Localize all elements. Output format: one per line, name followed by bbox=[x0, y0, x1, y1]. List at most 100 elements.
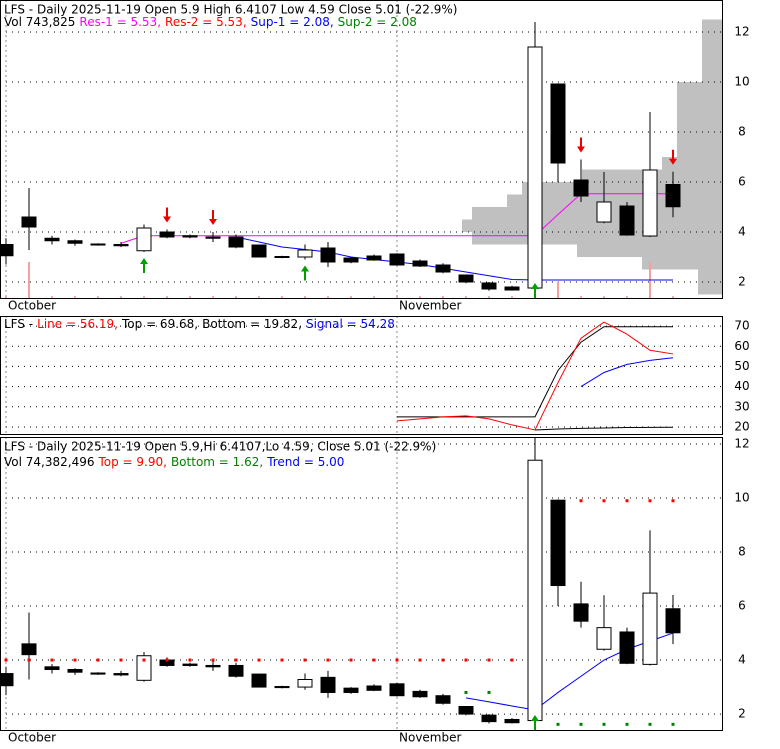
dot bbox=[349, 658, 353, 662]
candle-body bbox=[0, 673, 14, 687]
legend-entry: Trend = 5.00 bbox=[266, 455, 344, 469]
sell-arrow bbox=[209, 210, 217, 225]
candle-body bbox=[573, 603, 589, 622]
volume-bar bbox=[97, 296, 99, 298]
dot bbox=[119, 658, 123, 662]
y-tick-label: 6 bbox=[738, 599, 746, 613]
volume-bar bbox=[28, 262, 30, 298]
volume-profile-bar bbox=[642, 257, 722, 270]
dot bbox=[188, 658, 192, 662]
candle-body bbox=[504, 718, 520, 724]
panel bbox=[0, 0, 722, 298]
candle-body bbox=[412, 690, 428, 698]
candle-body bbox=[665, 608, 681, 634]
y-tick-label: 6 bbox=[738, 175, 746, 189]
dot bbox=[142, 658, 146, 662]
candle-body bbox=[44, 666, 60, 671]
y-tick-label: 4 bbox=[738, 653, 746, 667]
volume-bar bbox=[442, 296, 444, 298]
candle-body bbox=[90, 243, 106, 246]
volume-profile-bar bbox=[698, 282, 722, 295]
legend-entry: Res-1 = 5.53, bbox=[79, 15, 161, 29]
volume-profile-bar bbox=[677, 82, 722, 95]
volume-bar bbox=[74, 296, 76, 298]
candle-body bbox=[550, 499, 566, 587]
line bbox=[465, 632, 674, 711]
volume-profile-bar bbox=[677, 132, 722, 145]
volume-bar bbox=[281, 296, 283, 298]
dot bbox=[234, 658, 238, 662]
x-tick-label: October bbox=[8, 731, 56, 745]
y-tick-label: 8 bbox=[738, 125, 746, 139]
legend-entry: Vol 74,382,496 bbox=[4, 455, 94, 469]
y-tick-label: 30 bbox=[734, 399, 749, 413]
y-tick-label: 12 bbox=[734, 25, 749, 39]
volume-bar bbox=[120, 296, 122, 298]
candle-body bbox=[527, 46, 543, 289]
dot bbox=[464, 690, 468, 694]
volume-bar bbox=[580, 296, 582, 298]
candle-body bbox=[389, 253, 405, 266]
dot bbox=[625, 722, 629, 726]
subtitle: LFS - Line = 56.19, Top = 69.68, Bottom = 1… bbox=[4, 317, 395, 331]
candle-body bbox=[113, 673, 129, 676]
volume-profile-bar bbox=[662, 157, 722, 170]
candle-body bbox=[435, 695, 451, 704]
volume-bar bbox=[488, 296, 490, 298]
candle-body bbox=[596, 627, 612, 650]
volume-profile-bar bbox=[677, 119, 722, 132]
volume-profile-bar bbox=[702, 32, 722, 45]
volume-profile-bar bbox=[702, 69, 722, 82]
dot bbox=[280, 658, 284, 662]
candle-body bbox=[0, 244, 14, 257]
dot bbox=[671, 499, 675, 503]
dot bbox=[648, 722, 652, 726]
candle-body bbox=[642, 169, 658, 237]
candle-body bbox=[182, 235, 198, 238]
candle-body bbox=[320, 247, 336, 263]
candle-body bbox=[251, 673, 267, 688]
y-tick-label: 10 bbox=[734, 75, 749, 89]
candle-body bbox=[642, 592, 658, 665]
candle-body bbox=[21, 643, 37, 656]
candle-body bbox=[182, 663, 198, 666]
dot bbox=[165, 658, 169, 662]
dot bbox=[96, 658, 100, 662]
legend-entry: Top = 9.90, bbox=[97, 455, 166, 469]
volume-bar bbox=[235, 296, 237, 298]
volume-bar bbox=[212, 296, 214, 298]
candle-body bbox=[619, 631, 635, 664]
dot bbox=[671, 722, 675, 726]
panel bbox=[0, 316, 722, 434]
legend-entry: Signal = 54.28 bbox=[306, 317, 395, 331]
legend-entry: Vol 743,825 bbox=[4, 15, 75, 29]
x-tick-label: November bbox=[399, 299, 461, 313]
volume-profile-bar bbox=[677, 144, 722, 157]
x-tick-label: November bbox=[399, 731, 461, 745]
candle-body bbox=[481, 714, 497, 723]
candle-body bbox=[67, 669, 83, 673]
dot bbox=[487, 658, 491, 662]
volume-profile-bar bbox=[698, 269, 722, 282]
candle-body bbox=[67, 240, 83, 244]
dot bbox=[602, 499, 606, 503]
volume-bar bbox=[51, 296, 53, 298]
y-tick-label: 4 bbox=[738, 225, 746, 239]
candle-body bbox=[412, 260, 428, 267]
buy-arrow bbox=[140, 258, 148, 273]
dot bbox=[510, 658, 514, 662]
candle-body bbox=[458, 706, 474, 715]
candle-body bbox=[297, 679, 313, 688]
y-tick-label: 2 bbox=[738, 707, 746, 721]
y-tick-label: 70 bbox=[734, 319, 749, 333]
volume-bar bbox=[672, 296, 674, 298]
x-tick-label: October bbox=[8, 299, 56, 313]
y-tick-label: 2 bbox=[738, 275, 746, 289]
dot bbox=[579, 499, 583, 503]
candle-body bbox=[596, 201, 612, 223]
volume-bar bbox=[166, 296, 168, 298]
line bbox=[580, 357, 674, 388]
volume-bar bbox=[327, 296, 329, 298]
dot bbox=[27, 658, 31, 662]
